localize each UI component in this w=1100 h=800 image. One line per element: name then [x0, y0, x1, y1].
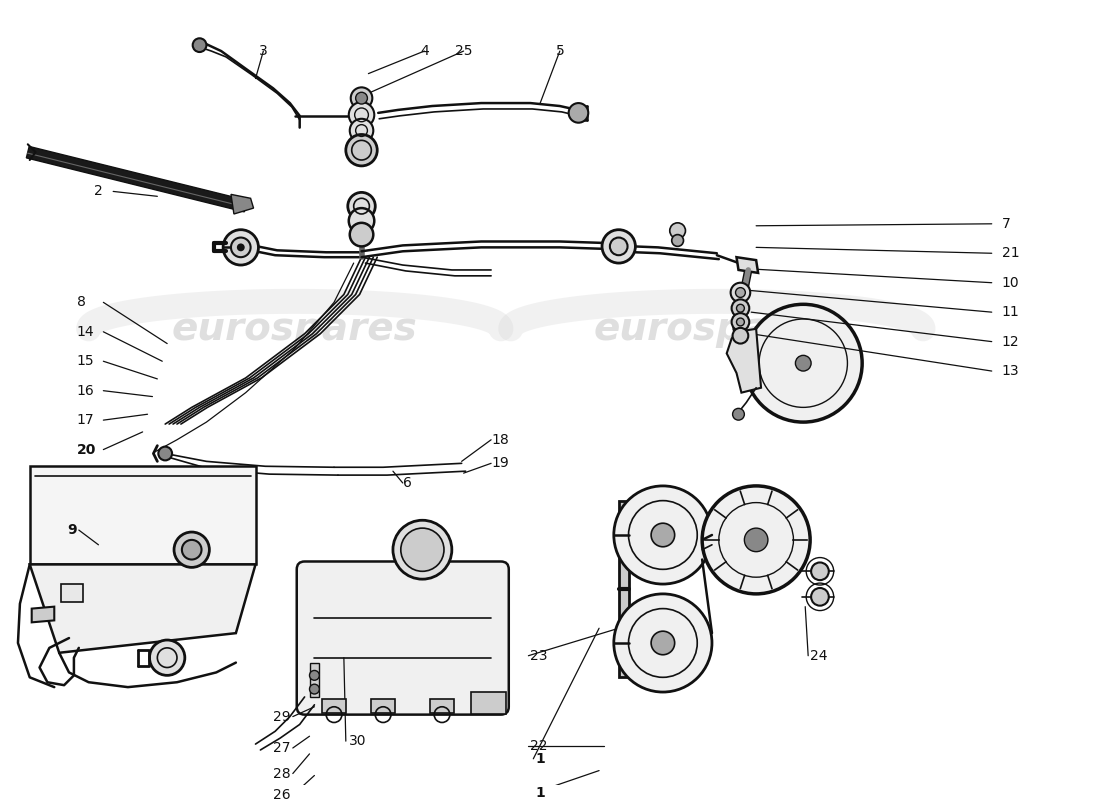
- Circle shape: [795, 355, 811, 371]
- Circle shape: [348, 192, 375, 220]
- Text: 10: 10: [1001, 276, 1020, 290]
- Text: 17: 17: [77, 413, 95, 427]
- Circle shape: [651, 631, 674, 654]
- Circle shape: [811, 562, 828, 580]
- Circle shape: [732, 313, 749, 331]
- Circle shape: [614, 486, 712, 584]
- Circle shape: [730, 282, 750, 302]
- Circle shape: [602, 230, 636, 263]
- Circle shape: [733, 328, 748, 343]
- Text: eurospares: eurospares: [172, 310, 418, 348]
- Text: 11: 11: [1001, 305, 1020, 319]
- Circle shape: [651, 523, 674, 546]
- Text: 1: 1: [536, 752, 544, 766]
- Circle shape: [345, 134, 377, 166]
- Text: 28: 28: [273, 766, 290, 781]
- Text: 24: 24: [810, 649, 827, 662]
- Polygon shape: [618, 501, 628, 678]
- Text: eurospares: eurospares: [594, 310, 839, 348]
- Circle shape: [569, 103, 589, 122]
- Circle shape: [349, 102, 374, 128]
- Text: 16: 16: [77, 384, 95, 398]
- Text: 12: 12: [1001, 334, 1020, 349]
- Text: 23: 23: [530, 649, 548, 662]
- Circle shape: [192, 38, 207, 52]
- Circle shape: [393, 520, 452, 579]
- Circle shape: [182, 540, 201, 559]
- FancyBboxPatch shape: [297, 562, 509, 714]
- Circle shape: [672, 234, 683, 246]
- Circle shape: [609, 238, 627, 255]
- Text: 4: 4: [420, 44, 429, 58]
- Text: 5: 5: [556, 44, 564, 58]
- Text: 6: 6: [403, 476, 411, 490]
- Text: 14: 14: [77, 325, 95, 338]
- Polygon shape: [727, 329, 761, 393]
- Text: 26: 26: [273, 788, 290, 800]
- Circle shape: [174, 532, 209, 567]
- Bar: [309, 662, 319, 697]
- Text: 15: 15: [77, 354, 95, 368]
- Circle shape: [350, 223, 373, 246]
- Bar: [322, 699, 345, 713]
- Circle shape: [670, 223, 685, 238]
- Circle shape: [236, 243, 244, 251]
- Text: 22: 22: [530, 739, 548, 753]
- Circle shape: [231, 238, 251, 257]
- Polygon shape: [231, 194, 253, 214]
- Bar: [430, 699, 454, 713]
- Text: 1: 1: [536, 786, 544, 800]
- Text: 30: 30: [349, 734, 366, 748]
- Circle shape: [349, 208, 374, 234]
- Circle shape: [737, 304, 745, 312]
- Circle shape: [400, 528, 444, 571]
- Text: 18: 18: [491, 433, 509, 446]
- Circle shape: [223, 230, 258, 265]
- Circle shape: [355, 92, 367, 104]
- Circle shape: [736, 288, 746, 298]
- Text: 2: 2: [95, 185, 102, 198]
- Circle shape: [737, 318, 745, 326]
- Polygon shape: [737, 257, 758, 273]
- Polygon shape: [32, 606, 54, 622]
- Text: 3: 3: [258, 44, 267, 58]
- Circle shape: [745, 528, 768, 552]
- Circle shape: [733, 408, 745, 420]
- Text: 29: 29: [273, 710, 290, 723]
- Text: 20: 20: [77, 442, 96, 457]
- Text: 19: 19: [491, 456, 509, 470]
- Text: 7: 7: [1001, 217, 1010, 231]
- Polygon shape: [30, 466, 255, 565]
- Circle shape: [351, 87, 372, 109]
- Text: 27: 27: [274, 741, 290, 755]
- Text: 8: 8: [77, 295, 86, 310]
- Circle shape: [150, 640, 185, 675]
- Polygon shape: [26, 146, 248, 212]
- Text: 21: 21: [1001, 246, 1020, 260]
- Circle shape: [309, 684, 319, 694]
- Circle shape: [614, 594, 712, 692]
- Text: 9: 9: [67, 523, 77, 537]
- Circle shape: [350, 118, 373, 142]
- Bar: [62, 584, 82, 602]
- Circle shape: [745, 304, 862, 422]
- Circle shape: [158, 446, 172, 460]
- Bar: [472, 692, 506, 714]
- Text: 25: 25: [455, 44, 472, 58]
- Text: 13: 13: [1001, 364, 1020, 378]
- Circle shape: [309, 670, 319, 680]
- Circle shape: [811, 588, 828, 606]
- Bar: [372, 699, 395, 713]
- Circle shape: [702, 486, 810, 594]
- Circle shape: [732, 299, 749, 317]
- Polygon shape: [30, 565, 255, 653]
